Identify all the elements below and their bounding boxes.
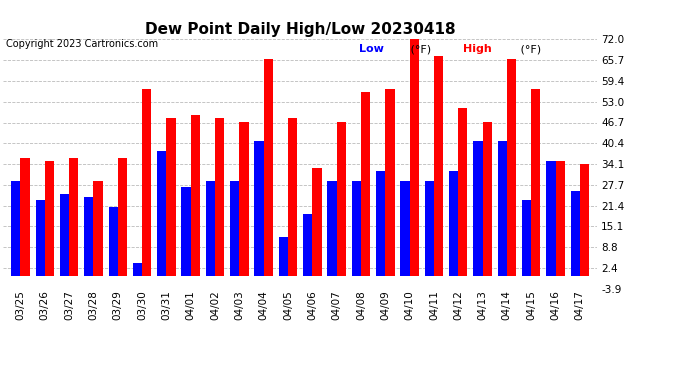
Bar (288, 118, 297, 276)
Bar (36, 200, 45, 276)
Bar (69, 158, 79, 276)
Text: Low: Low (359, 44, 384, 54)
Bar (400, 181, 410, 276)
Bar (166, 118, 176, 276)
Bar (45, 161, 54, 276)
Bar (546, 161, 555, 276)
Text: (°F): (°F) (407, 44, 431, 54)
Title: Dew Point Daily High/Low 20230418: Dew Point Daily High/Low 20230418 (145, 22, 455, 37)
Bar (190, 115, 200, 276)
Bar (84, 197, 93, 276)
Bar (531, 88, 540, 276)
Bar (449, 171, 458, 276)
Bar (133, 263, 142, 276)
Bar (108, 207, 118, 276)
Bar (206, 181, 215, 276)
Bar (522, 200, 531, 276)
Bar (410, 39, 419, 276)
Bar (361, 92, 371, 276)
Bar (571, 190, 580, 276)
Bar (352, 181, 361, 276)
Bar (118, 158, 127, 276)
Text: (°F): (°F) (517, 44, 541, 54)
Bar (230, 181, 239, 276)
Bar (555, 161, 564, 276)
Bar (327, 181, 337, 276)
Bar (580, 164, 589, 276)
Bar (385, 88, 395, 276)
Bar (482, 122, 492, 276)
Bar (264, 59, 273, 276)
Bar (337, 122, 346, 276)
Bar (93, 181, 103, 276)
Bar (376, 171, 385, 276)
Bar (239, 122, 248, 276)
Bar (497, 141, 507, 276)
Bar (458, 108, 467, 276)
Bar (255, 141, 264, 276)
Bar (424, 181, 434, 276)
Text: Copyright 2023 Cartronics.com: Copyright 2023 Cartronics.com (6, 39, 157, 50)
Bar (142, 88, 151, 276)
Bar (215, 118, 224, 276)
Bar (313, 168, 322, 276)
Bar (181, 187, 190, 276)
Bar (434, 56, 443, 276)
Bar (21, 158, 30, 276)
Bar (60, 194, 69, 276)
Bar (473, 141, 482, 276)
Text: High: High (464, 44, 492, 54)
Bar (11, 181, 21, 276)
Bar (303, 213, 313, 276)
Bar (157, 151, 166, 276)
Bar (279, 237, 288, 276)
Bar (507, 59, 516, 276)
